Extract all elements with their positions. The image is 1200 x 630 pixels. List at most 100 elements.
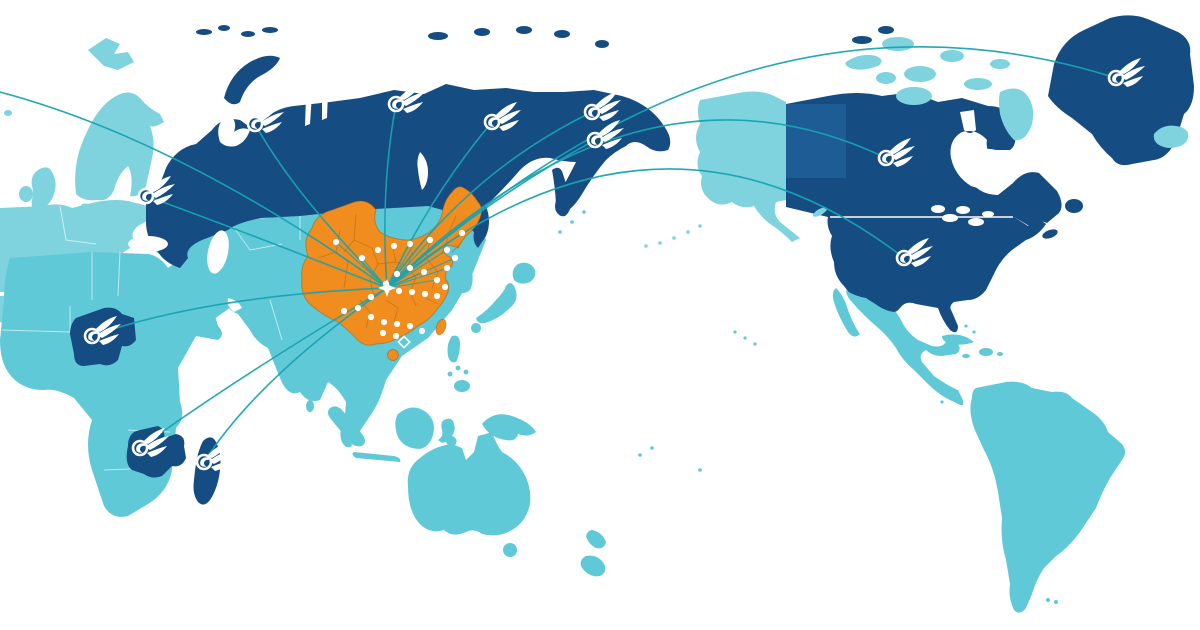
region-south-america xyxy=(970,381,1125,613)
city-dot xyxy=(406,264,414,272)
lake-baikal xyxy=(417,152,428,190)
city-dot xyxy=(421,290,429,298)
region-sri-lanka xyxy=(306,400,314,412)
region-russia xyxy=(146,84,671,268)
flight-arc-canada xyxy=(386,119,887,289)
region-ireland xyxy=(19,186,33,202)
region-new-zealand xyxy=(580,530,606,577)
region-scandinavia xyxy=(75,92,164,201)
flight-arc-russia-northwest xyxy=(254,123,388,289)
region-svalbard xyxy=(88,38,134,70)
region-hainan xyxy=(387,349,399,361)
region-yukon xyxy=(786,104,846,178)
region-usa xyxy=(827,217,1046,333)
flight-arc-madagascar xyxy=(203,287,388,463)
region-vancouver-island xyxy=(812,207,828,217)
region-caribbean xyxy=(942,324,1003,358)
hub-layer xyxy=(378,279,396,297)
flight-arc-niger xyxy=(91,287,388,337)
fan-line xyxy=(386,267,449,289)
city-dot xyxy=(441,283,449,291)
city-dot xyxy=(395,287,403,295)
region-nova-scotia xyxy=(1042,229,1058,239)
region-falklands xyxy=(940,400,1058,604)
ringed-city-dot xyxy=(397,335,411,349)
hudson-bay xyxy=(950,110,998,189)
city-dot xyxy=(358,254,366,262)
flight-arc-zambia xyxy=(139,287,388,449)
region-taiwan xyxy=(435,318,447,336)
city-dot xyxy=(451,254,459,262)
flight-arc-west-offmap xyxy=(0,91,388,289)
region-madagascar xyxy=(193,437,221,505)
city-dot xyxy=(443,264,451,272)
city-dot xyxy=(392,332,400,340)
city-dot xyxy=(433,276,441,284)
fan-line xyxy=(335,241,388,289)
region-pacific-islands xyxy=(558,210,757,472)
region-arabia xyxy=(174,254,238,324)
region-tasmania xyxy=(503,543,517,557)
canadian-arctic-islands xyxy=(845,37,1034,141)
region-baja xyxy=(832,288,860,337)
fan-line xyxy=(386,232,463,289)
region-britain xyxy=(31,167,56,211)
white-sea xyxy=(218,114,250,147)
city-dot xyxy=(379,329,387,337)
region-hokkaido xyxy=(512,262,536,284)
black-sea xyxy=(128,236,168,252)
caspian-sea xyxy=(207,230,229,274)
city-dot xyxy=(408,288,416,296)
arctic-islets-navy xyxy=(852,26,894,44)
china-fan-layer xyxy=(335,232,463,289)
city-dot xyxy=(390,242,398,250)
fan-line xyxy=(386,271,425,289)
region-denmark xyxy=(79,203,92,216)
flight-arc-russia-northeast xyxy=(386,121,493,289)
city-dot xyxy=(367,293,375,301)
flight-arc-russia-west xyxy=(145,195,388,289)
region-korea xyxy=(456,266,473,293)
arctic-islets xyxy=(196,25,646,113)
ob-gulf xyxy=(305,92,328,126)
city-dot xyxy=(406,322,414,330)
region-greenland xyxy=(1048,15,1194,166)
region-iceland xyxy=(1153,125,1189,148)
persian-gulf xyxy=(227,298,242,312)
city-dot xyxy=(426,236,434,244)
flight-arc-greenland xyxy=(386,46,1117,289)
city-dot xyxy=(433,292,441,300)
region-sakhalin xyxy=(552,167,571,217)
hub-star xyxy=(378,279,396,297)
fan-line xyxy=(361,257,388,289)
fan-line xyxy=(386,239,431,289)
region-mexico-central-america xyxy=(846,290,964,406)
region-alaska xyxy=(696,91,800,242)
fan-line xyxy=(386,243,415,289)
region-honshu xyxy=(476,283,517,324)
city-dot xyxy=(374,246,382,254)
city-dot xyxy=(367,313,375,321)
city-dot xyxy=(380,318,388,326)
great-lakes xyxy=(931,205,994,226)
flight-arc-russia-fareast-north xyxy=(386,111,593,289)
fan-line xyxy=(386,249,448,289)
region-philippines xyxy=(447,335,470,392)
region-faroe xyxy=(4,110,12,116)
aleutian-islands xyxy=(644,224,702,248)
city-dot xyxy=(332,238,340,246)
city-dot xyxy=(443,246,451,254)
city-dot xyxy=(393,270,401,278)
fan-line xyxy=(386,279,438,289)
flight-arc-russia-north xyxy=(384,103,397,289)
region-novaya-zemlya xyxy=(224,55,280,105)
city-dot xyxy=(393,320,401,328)
region-australia xyxy=(407,432,531,536)
city-dot xyxy=(340,307,348,315)
city-dot xyxy=(406,240,414,248)
region-indonesia xyxy=(328,406,460,473)
city-dot xyxy=(458,229,466,237)
city-dot xyxy=(418,327,426,335)
